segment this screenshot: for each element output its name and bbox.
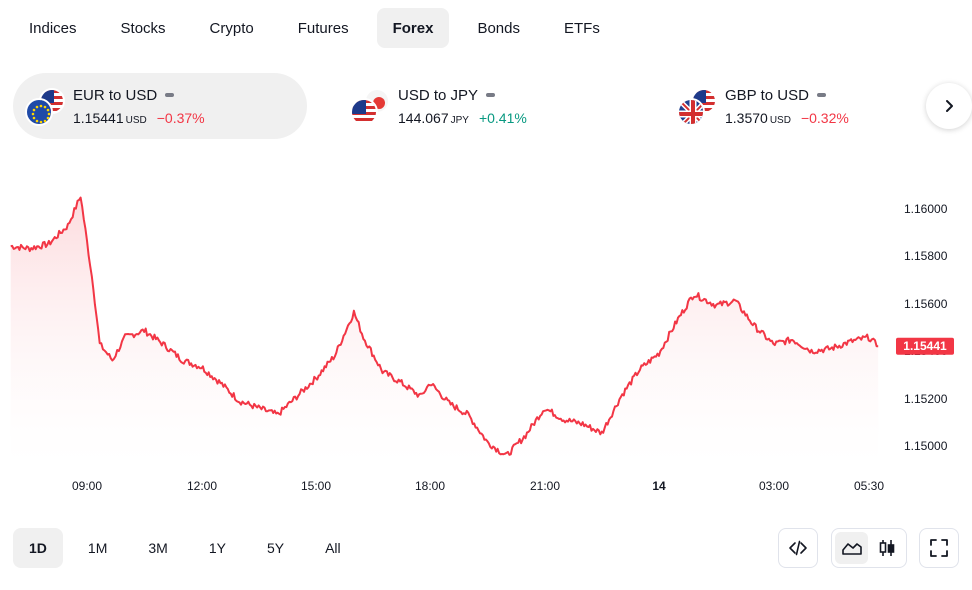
card-title: GBP to USD xyxy=(725,86,809,104)
x-tick-label: 21:00 xyxy=(530,479,560,493)
candles-style-button[interactable] xyxy=(870,532,903,564)
x-tick-label: 12:00 xyxy=(187,479,217,493)
y-tick-label: 1.16000 xyxy=(904,202,948,216)
card-change: −0.32% xyxy=(800,109,849,126)
candlestick-icon xyxy=(879,540,894,556)
dash-icon xyxy=(165,93,175,97)
x-tick-label: 05:30 xyxy=(854,479,884,493)
tab-bonds[interactable]: Bonds xyxy=(477,19,520,37)
y-tick-label: 1.15000 xyxy=(904,439,948,453)
category-tabs: Indices Stocks Crypto Futures Forex Bond… xyxy=(13,8,628,48)
x-tick-label: 15:00 xyxy=(301,479,331,493)
range-all[interactable]: All xyxy=(325,540,341,556)
range-3m[interactable]: 3M xyxy=(148,540,168,556)
range-5y[interactable]: 5Y xyxy=(266,540,285,556)
code-icon xyxy=(789,540,807,556)
uk-flag-icon xyxy=(677,98,705,126)
y-tick-label: 1.15200 xyxy=(904,392,948,406)
card-gbp-usd[interactable]: GBP to USD 1.3570 USD −0.32% xyxy=(665,73,849,139)
price-chart[interactable]: 1.16000 1.15800 1.15600 1.15400 1.15200 … xyxy=(0,165,972,505)
card-change: −0.37% xyxy=(156,109,205,126)
card-price: 1.15441 xyxy=(73,109,124,126)
card-currency: USD xyxy=(125,114,147,126)
card-usd-jpy[interactable]: USD to JPY 144.067 JPY +0.41% xyxy=(338,73,527,139)
card-eur-usd[interactable]: EUR to USD 1.15441 USD −0.37% xyxy=(13,73,307,139)
y-tick-label: 1.15600 xyxy=(904,297,948,311)
dash-icon xyxy=(816,93,826,97)
pair-flags xyxy=(350,86,390,126)
x-tick-label: 18:00 xyxy=(415,479,445,493)
tab-futures[interactable]: Futures xyxy=(297,19,349,37)
tab-forex[interactable]: Forex xyxy=(376,8,450,48)
card-currency: JPY xyxy=(450,114,469,126)
x-tick-label: 09:00 xyxy=(72,479,102,493)
pair-flags xyxy=(677,86,717,126)
tab-indices[interactable]: Indices xyxy=(29,19,77,37)
area-style-button[interactable] xyxy=(835,532,868,564)
fullscreen-icon xyxy=(930,539,948,557)
range-selector: 1D 1M 3M 1Y 5Y All xyxy=(13,528,366,568)
range-1m[interactable]: 1M xyxy=(87,540,108,556)
next-button[interactable] xyxy=(926,83,972,129)
chevron-right-icon xyxy=(946,100,953,112)
embed-button[interactable] xyxy=(778,528,818,568)
price-line xyxy=(10,196,879,456)
card-title: EUR to USD xyxy=(73,86,158,104)
card-price: 144.067 xyxy=(398,109,449,126)
range-1d[interactable]: 1D xyxy=(13,528,63,568)
pair-cards: EUR to USD 1.15441 USD −0.37% USD to JPY xyxy=(13,73,923,139)
eu-flag-icon xyxy=(25,98,53,126)
dash-icon xyxy=(486,93,496,97)
tab-stocks[interactable]: Stocks xyxy=(120,19,166,37)
pair-flags xyxy=(25,86,65,126)
last-price-tag xyxy=(896,337,954,355)
card-price: 1.3570 xyxy=(725,109,768,126)
card-title: USD to JPY xyxy=(398,86,479,104)
area-chart-icon xyxy=(841,543,862,555)
tab-crypto[interactable]: Crypto xyxy=(209,19,254,37)
us-flag-icon xyxy=(350,98,378,126)
last-price-label: 1.15441 xyxy=(903,339,947,353)
y-tick-label: 1.15800 xyxy=(904,249,948,263)
fullscreen-button[interactable] xyxy=(919,528,959,568)
x-tick-label: 03:00 xyxy=(759,479,789,493)
chart-style-toggle xyxy=(831,528,907,568)
tab-etfs[interactable]: ETFs xyxy=(564,19,600,37)
card-currency: USD xyxy=(769,114,791,126)
card-change: +0.41% xyxy=(478,109,527,126)
range-1y[interactable]: 1Y xyxy=(208,540,226,556)
price-area xyxy=(10,197,879,465)
x-tick-label: 14 xyxy=(652,479,666,493)
